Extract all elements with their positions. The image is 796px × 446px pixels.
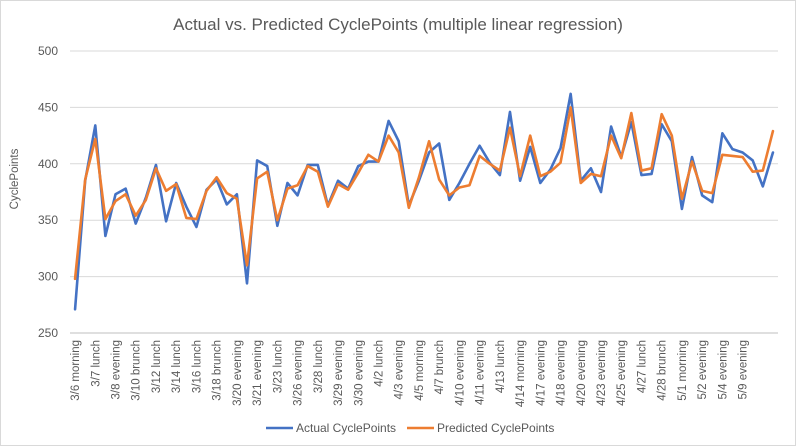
x-tick-label: 3/10 brunch <box>131 340 143 401</box>
legend-label: Predicted CyclePoints <box>437 421 554 435</box>
y-tick-label: 300 <box>38 270 58 284</box>
x-tick-label: 4/14 morning <box>515 340 527 407</box>
x-tick-label: 5/1 morning <box>677 340 689 401</box>
x-tick-label: 3/28 lunch <box>313 340 325 393</box>
x-tick-label: 3/26 evening <box>293 340 305 406</box>
x-tick-label: 4/3 evening <box>394 340 406 399</box>
y-tick-label: 350 <box>38 213 58 227</box>
x-tick-label: 4/18 evening <box>556 340 568 406</box>
x-tick-label: 3/7 lunch <box>90 340 102 387</box>
legend: Actual CyclePoints Predicted CyclePoints <box>266 421 554 435</box>
x-tick-label: 4/13 lunch <box>495 340 507 393</box>
x-axis-ticks: 3/6 morning 3/7 lunch 3/8 evening 3/10 brun… <box>70 340 750 407</box>
series-predicted <box>73 106 775 281</box>
x-tick-label: 3/29 evening <box>333 340 345 406</box>
x-tick-label: 3/12 lunch <box>151 340 163 393</box>
x-tick-label: 4/17 evening <box>535 340 547 406</box>
x-tick-label: 4/25 evening <box>616 340 628 406</box>
x-tick-label: 4/28 brunch <box>657 340 669 401</box>
x-tick-label: 3/20 evening <box>232 340 244 406</box>
x-tick-label: 4/10 evening <box>454 340 466 406</box>
x-tick-label: 3/18 brunch <box>212 340 224 401</box>
x-tick-label: 5/9 evening <box>738 340 750 399</box>
x-tick-label: 3/6 morning <box>70 340 82 401</box>
x-tick-label: 4/27 lunch <box>636 340 648 393</box>
x-tick-label: 4/7 brunch <box>434 340 446 394</box>
y-tick-label: 250 <box>38 326 58 340</box>
x-tick-label: 4/2 lunch <box>373 340 385 387</box>
x-tick-label: 4/20 evening <box>576 340 588 406</box>
x-tick-label: 3/23 lunch <box>272 340 284 393</box>
x-tick-label: 3/14 lunch <box>171 340 183 393</box>
y-tick-label: 400 <box>38 157 58 171</box>
chart-title: Actual vs. Predicted CyclePoints (multip… <box>173 15 623 34</box>
series-line <box>73 106 775 281</box>
x-tick-label: 3/21 evening <box>252 340 264 406</box>
legend-item: Actual CyclePoints <box>266 421 396 435</box>
legend-label: Actual CyclePoints <box>296 421 396 435</box>
y-tick-label: 500 <box>38 44 58 58</box>
x-tick-label: 5/2 evening <box>697 340 709 399</box>
x-tick-label: 4/11 evening <box>475 340 487 405</box>
legend-item: Predicted CyclePoints <box>407 421 554 435</box>
series-actual <box>73 92 775 311</box>
series-group <box>73 92 775 311</box>
x-tick-label: 3/16 lunch <box>191 340 203 393</box>
series-line <box>73 92 775 311</box>
x-tick-label: 3/8 evening <box>111 340 123 399</box>
y-axis-ticks: 250 300 350 400 450 500 <box>38 44 58 340</box>
x-tick-label: 3/30 evening <box>353 340 365 406</box>
y-axis-title: CyclePoints <box>9 148 21 209</box>
y-tick-label: 450 <box>38 100 58 114</box>
x-tick-label: 4/23 evening <box>596 340 608 406</box>
x-tick-label: 5/4 evening <box>717 340 729 399</box>
x-tick-label: 4/5 morning <box>414 340 426 401</box>
